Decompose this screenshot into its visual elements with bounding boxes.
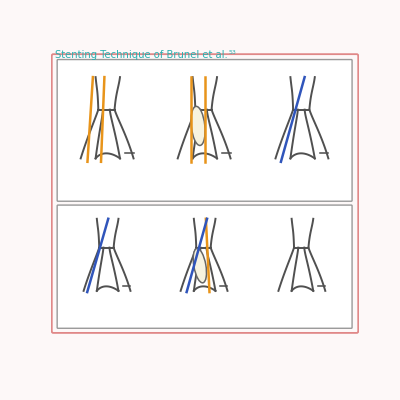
Text: Stenting Technique of Brunel et al.: Stenting Technique of Brunel et al.: [55, 50, 228, 60]
Ellipse shape: [191, 106, 205, 146]
Text: 53: 53: [229, 50, 237, 55]
FancyBboxPatch shape: [57, 205, 352, 328]
FancyBboxPatch shape: [57, 60, 352, 201]
Ellipse shape: [193, 248, 206, 283]
